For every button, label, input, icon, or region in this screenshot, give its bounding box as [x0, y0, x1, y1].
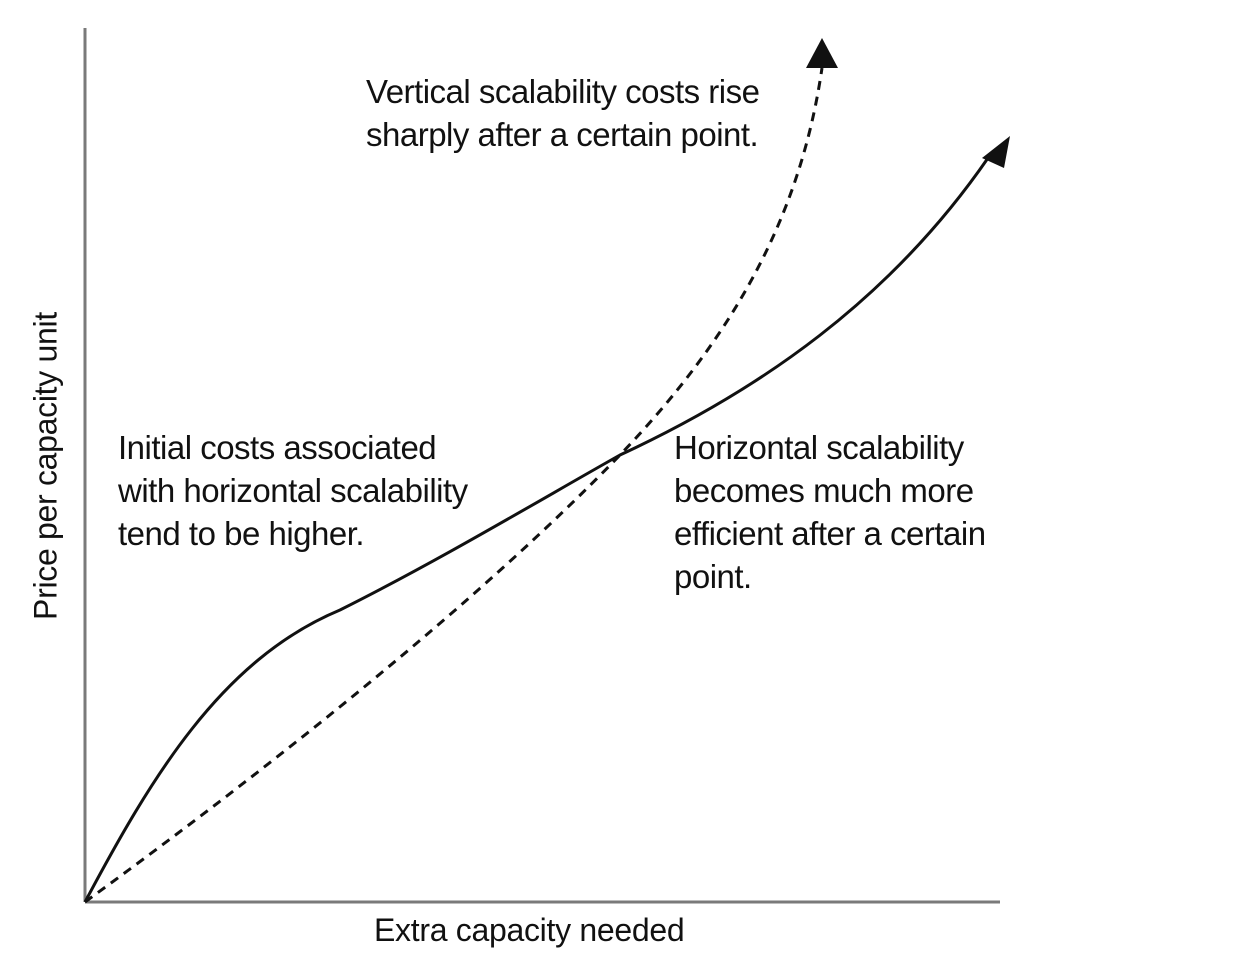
x-axis-label: Extra capacity needed [374, 912, 685, 948]
annotation-line: Vertical scalability costs rise [366, 73, 760, 110]
vertical-scalability-annotation: Vertical scalability costs rise sharply … [366, 70, 760, 156]
annotation-line: tend to be higher. [118, 515, 365, 552]
horizontal-initial-cost-annotation: Initial costs associated with horizontal… [118, 426, 468, 555]
horizontal-efficiency-annotation: Horizontal scalability becomes much more… [674, 426, 986, 598]
annotation-line: with horizontal scalability [118, 472, 468, 509]
y-axis-label: Price per capacity unit [27, 312, 64, 620]
annotation-line: efficient after a certain [674, 515, 986, 552]
horizontal-curve-arrowhead [982, 136, 1010, 168]
horizontal-scalability-curve [83, 157, 990, 903]
annotation-line: sharply after a certain point. [366, 116, 759, 153]
annotation-line: Horizontal scalability [674, 429, 964, 466]
annotation-line: point. [674, 558, 752, 595]
vertical-scalability-curve [84, 67, 824, 904]
vertical-curve-arrowhead [806, 38, 838, 68]
annotation-line: Initial costs associated [118, 429, 437, 466]
annotation-line: becomes much more [674, 472, 974, 509]
